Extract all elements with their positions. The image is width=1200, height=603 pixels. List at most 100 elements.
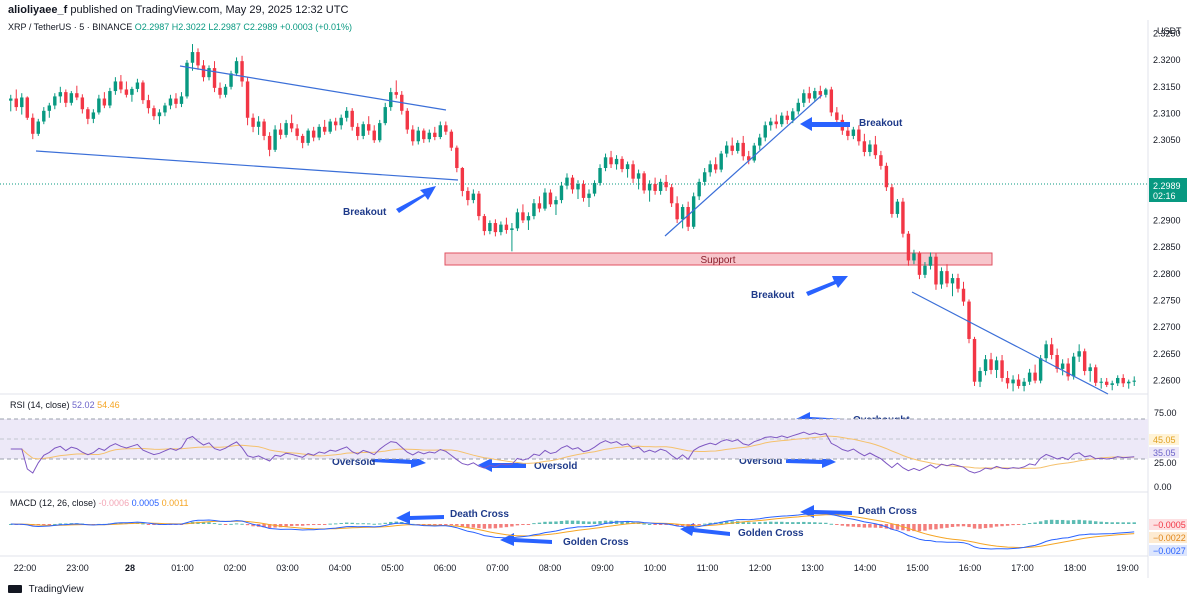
macd-tag-1: −0.0005	[1153, 520, 1186, 530]
macd-bar	[295, 524, 299, 526]
macd-bar	[537, 522, 542, 524]
rsi-tick-0: 0.00	[1154, 482, 1172, 492]
candle	[763, 121, 767, 142]
candle	[344, 107, 349, 122]
candle	[570, 174, 575, 194]
price-tick-label: 2.2850	[1153, 242, 1181, 252]
macd-bar	[873, 524, 878, 528]
candle	[592, 180, 597, 197]
rsi-title: RSI (14, close)	[10, 400, 70, 410]
candle	[53, 93, 57, 110]
time-tick-label: 04:00	[329, 563, 352, 573]
macd-bar	[306, 524, 310, 526]
currency-label[interactable]: USDT	[1157, 26, 1182, 36]
candle	[614, 155, 619, 170]
candle	[1110, 380, 1114, 391]
candle	[901, 197, 905, 238]
macd-bar	[994, 524, 999, 527]
macd-bar	[356, 523, 360, 525]
price-tick-label: 2.3150	[1153, 82, 1181, 92]
candle	[438, 121, 443, 140]
rising-trend-line[interactable]	[664, 94, 823, 237]
channel-upper-line[interactable]	[179, 65, 447, 111]
candle	[669, 184, 674, 207]
macd-bar	[559, 520, 564, 524]
candle	[647, 180, 652, 202]
candle	[950, 273, 955, 297]
ohlc-low: L2.2987	[208, 22, 241, 32]
candle	[917, 251, 922, 280]
candle	[223, 84, 228, 98]
price-tick-label: 2.2750	[1153, 296, 1181, 306]
support-label: Support	[700, 255, 735, 266]
time-tick-label: 17:00	[1011, 563, 1034, 573]
macd-bar	[879, 524, 883, 528]
macd-bar	[747, 522, 751, 524]
macd-bar	[945, 524, 949, 528]
candle	[124, 81, 129, 98]
macd-bar	[471, 524, 476, 528]
macd-bar	[532, 523, 536, 525]
brand-name: TradingView	[28, 584, 84, 595]
candle	[758, 133, 762, 150]
macd-bar	[978, 524, 982, 529]
arrow-death-cross-1	[396, 511, 444, 524]
candle	[234, 57, 239, 77]
candle	[311, 126, 316, 142]
price-axis[interactable]: 2.32502.32002.31502.31002.30502.29502.29…	[1153, 28, 1181, 385]
candles-group	[9, 44, 1136, 392]
symbol-name[interactable]: XRP / TetherUS · 5 · BINANCE	[8, 22, 133, 32]
label-breakout-1: Breakout	[343, 207, 387, 218]
macd-bar	[802, 521, 806, 524]
candle	[477, 190, 481, 221]
macd-legend[interactable]: MACD (12, 26, close) -0.0006 0.0005 0.00…	[10, 498, 189, 508]
time-axis[interactable]: 22:00 23:00 28 01:00 02:00 03:00 04:00 05:00 06:…	[14, 563, 1139, 573]
macd-bar	[339, 522, 343, 524]
candle	[620, 156, 624, 173]
candle	[20, 93, 24, 115]
descending-trend-line[interactable]	[911, 291, 1109, 395]
macd-bar	[460, 524, 465, 527]
channel-lower-line[interactable]	[35, 150, 459, 181]
macd-signal-line	[10, 514, 1135, 548]
candle	[868, 140, 872, 157]
candle	[603, 153, 608, 172]
candle	[581, 180, 586, 202]
candle	[504, 217, 509, 234]
candle	[295, 124, 299, 141]
macd-bar	[328, 523, 332, 525]
candle	[1099, 377, 1103, 389]
macd-bar	[835, 524, 839, 525]
time-tick-label: 08:00	[539, 563, 562, 573]
macd-bar	[322, 524, 327, 525]
candle	[857, 125, 861, 146]
macd-bar	[785, 522, 789, 524]
macd-bar	[229, 523, 233, 525]
rsi-legend[interactable]: RSI (14, close) 52.02 54.46	[10, 400, 120, 410]
author-name[interactable]: alioliyaee_f	[8, 4, 68, 16]
candle	[1038, 354, 1043, 384]
candle	[1005, 371, 1010, 389]
macd-bar	[444, 524, 448, 525]
macd-bar	[482, 524, 487, 529]
macd-bar	[515, 524, 520, 526]
candle	[333, 117, 338, 131]
macd-bar	[1132, 522, 1136, 524]
candle	[367, 116, 371, 135]
macd-tag-3: −0.0027	[1153, 546, 1186, 556]
support-zone[interactable]	[444, 252, 993, 266]
macd-bar	[1127, 522, 1131, 524]
macd-bar	[857, 524, 861, 528]
ohlc-open: O2.2987	[134, 22, 170, 32]
arrow-golden-cross-1	[500, 533, 552, 546]
footer-brand[interactable]: TradingView	[8, 584, 84, 595]
macd-bar	[719, 521, 723, 524]
macd-bar	[890, 524, 894, 530]
time-tick-label: 11:00	[697, 563, 719, 573]
trendlines	[35, 65, 1109, 395]
candle	[306, 128, 310, 146]
arrow-golden-cross-2	[680, 523, 730, 536]
macd-bar	[928, 524, 933, 530]
rsi-ma-value: 54.46	[97, 400, 120, 410]
